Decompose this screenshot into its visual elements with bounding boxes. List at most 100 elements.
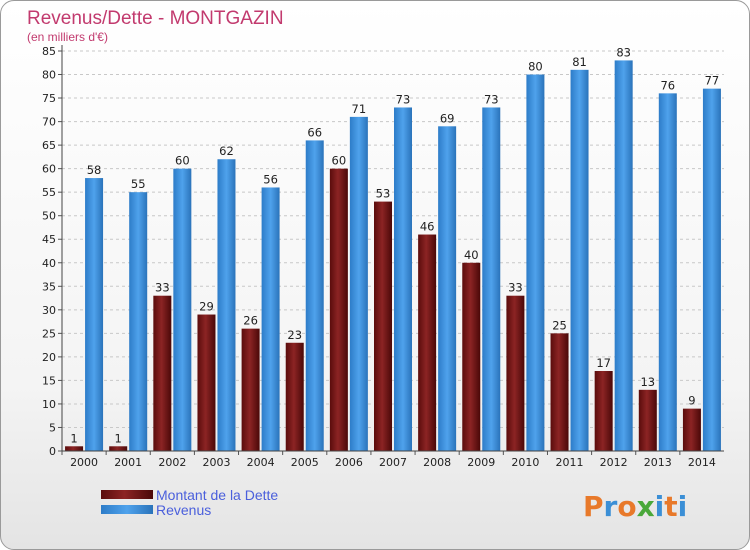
- proxiti-logo-text: Proxiti: [583, 490, 687, 523]
- bar-revenus: [658, 93, 677, 452]
- y-axis-ticks: 0 5 10 15 20 25 30 35 40 45 50 55 60 65 70 75 80 85: [42, 45, 62, 458]
- value-label: 17: [596, 356, 611, 370]
- value-label: 26: [243, 314, 258, 328]
- legend-label-revenus: Revenus: [156, 502, 211, 518]
- bar-dette: [241, 328, 260, 451]
- x-tick-label: 2014: [688, 456, 716, 469]
- y-tick-label: 5: [49, 421, 56, 434]
- y-tick-label: 40: [42, 257, 56, 270]
- value-label: 9: [688, 394, 695, 408]
- bar-revenus: [482, 107, 501, 452]
- value-label: 77: [705, 74, 720, 88]
- y-tick-label: 75: [42, 92, 56, 105]
- x-tick-label: 2008: [423, 456, 451, 469]
- bar-revenus: [526, 74, 545, 451]
- value-label: 76: [660, 78, 675, 92]
- value-label: 73: [484, 92, 499, 106]
- chart-title: Revenus/Dette - MONTGAZIN: [27, 8, 284, 29]
- bar-revenus: [129, 192, 148, 452]
- y-tick-label: 30: [42, 304, 56, 317]
- bar-dette: [329, 168, 348, 451]
- bar-dette: [638, 389, 657, 451]
- logo-letter: P: [583, 490, 604, 523]
- y-tick-label: 50: [42, 210, 56, 223]
- bar-revenus: [702, 88, 721, 451]
- y-tick-label: 10: [42, 398, 56, 411]
- bar-dette: [197, 314, 216, 451]
- bar-revenus: [217, 159, 236, 451]
- value-label: 40: [464, 248, 479, 262]
- bar-revenus: [570, 69, 589, 451]
- value-label: 58: [87, 163, 102, 177]
- x-tick-label: 2000: [70, 456, 98, 469]
- y-tick-label: 80: [42, 69, 56, 82]
- y-tick-label: 20: [42, 351, 56, 364]
- x-tick-label: 2007: [379, 456, 407, 469]
- legend: Montant de la Dette Revenus: [101, 487, 278, 518]
- value-label: 55: [131, 177, 146, 191]
- bar-dette: [374, 201, 392, 451]
- y-tick-label: 70: [42, 116, 56, 129]
- y-tick-label: 55: [42, 186, 56, 199]
- bar-revenus: [85, 178, 104, 451]
- bars: [65, 60, 721, 452]
- bar-dette: [506, 295, 525, 451]
- value-label: 1: [115, 431, 122, 445]
- y-tick-label: 65: [42, 139, 56, 152]
- bar-dette: [594, 371, 613, 451]
- x-tick-label: 2009: [467, 456, 495, 469]
- value-label: 46: [420, 220, 435, 234]
- grid: [62, 50, 724, 428]
- x-tick-label: 2001: [114, 456, 142, 469]
- bar-dette: [682, 408, 701, 451]
- logo-letter: i: [655, 490, 665, 523]
- value-label: 66: [307, 125, 322, 139]
- bar-dette: [109, 446, 128, 451]
- x-tick-label: 2006: [335, 456, 363, 469]
- x-axis-ticks: 2000 2001 2002 2003 2004 2005 2006 2007 2008 2009…: [61, 451, 716, 469]
- y-tick-label: 85: [42, 45, 56, 58]
- bar-revenus: [173, 168, 192, 451]
- value-label: 53: [376, 187, 391, 201]
- value-label: 62: [219, 144, 234, 158]
- value-label: 73: [396, 92, 411, 106]
- bar-revenus: [438, 126, 457, 451]
- proxiti-logo: Proxiti: [583, 490, 687, 523]
- bar-dette: [462, 262, 481, 451]
- value-label: 69: [440, 111, 455, 125]
- x-tick-label: 2005: [291, 456, 319, 469]
- logo-letter: r: [604, 490, 618, 523]
- value-label: 29: [199, 300, 214, 314]
- x-tick-label: 2003: [202, 456, 230, 469]
- value-label: 83: [616, 45, 631, 59]
- x-tick-label: 2013: [644, 456, 672, 469]
- y-tick-label: 15: [42, 374, 56, 387]
- bar-dette: [418, 234, 437, 451]
- value-label: 56: [263, 172, 278, 186]
- y-tick-label: 25: [42, 327, 56, 340]
- x-tick-label: 2004: [247, 456, 275, 469]
- logo-letter: t: [664, 490, 677, 523]
- value-label: 60: [332, 154, 347, 168]
- bar-revenus: [261, 187, 280, 451]
- x-tick-label: 2012: [600, 456, 628, 469]
- legend-swatch-dette: [101, 490, 153, 499]
- axes: [61, 45, 724, 452]
- bar-revenus: [349, 116, 368, 451]
- bar-dette: [153, 295, 172, 451]
- value-label: 23: [287, 328, 302, 342]
- y-tick-label: 0: [49, 445, 56, 458]
- x-tick-label: 2002: [158, 456, 186, 469]
- value-label: 60: [175, 154, 190, 168]
- y-tick-label: 45: [42, 233, 56, 246]
- bar-revenus: [305, 140, 324, 452]
- legend-label-dette: Montant de la Dette: [156, 487, 278, 503]
- value-label: 1: [70, 431, 77, 445]
- x-tick-label: 2011: [556, 456, 584, 469]
- value-label: 33: [155, 281, 170, 295]
- logo-letter: i: [678, 490, 688, 523]
- value-label: 33: [508, 281, 523, 295]
- logo-letter: x: [637, 490, 655, 523]
